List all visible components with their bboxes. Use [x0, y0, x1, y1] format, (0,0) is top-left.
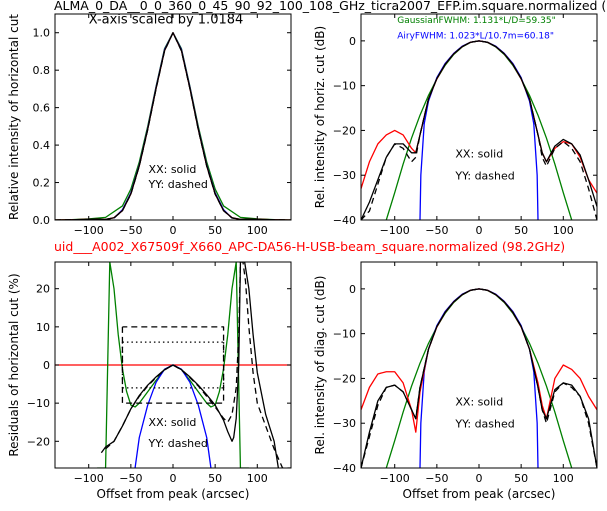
panel-top-left: −100 −50 0 50 100 0.0 0.2 0.4 0.6 0.8 1.0 Relative … — [7, 12, 292, 237]
y-tick-label: 0 — [349, 35, 356, 48]
annotation-text: YY: dashed — [148, 178, 208, 191]
x-axis-label: Offset from peak (arcsec) — [403, 487, 556, 501]
series-line — [121, 326, 225, 404]
y-tick-label: −40 — [333, 214, 356, 227]
annotation-text: YY: dashed — [148, 437, 208, 450]
series-line — [361, 288, 597, 468]
y-axis-label: Rel. intensity of horiz. cut (dB) — [313, 26, 327, 208]
x-tick-label: −50 — [119, 224, 142, 237]
figure-title-top: ALMA_0_DA__0_0_360_0_45_90_92_100_108_GH… — [54, 0, 606, 13]
y-tick-label: −10 — [333, 80, 356, 93]
x-tick-label: 50 — [514, 224, 528, 237]
series-line — [385, 288, 573, 468]
x-tick-label: 50 — [514, 472, 528, 485]
series-line — [361, 40, 597, 220]
y-tick-label: −20 — [27, 435, 50, 448]
x-tick-label: 0 — [476, 472, 483, 485]
x-tick-label: −50 — [425, 224, 448, 237]
series-group — [55, 262, 291, 468]
x-tick-label: 0 — [170, 224, 177, 237]
y-tick-label: 0.2 — [33, 177, 51, 190]
x-tick-label: 100 — [553, 472, 574, 485]
series-group — [55, 32, 291, 220]
series-line — [419, 288, 539, 468]
annotation-text: XX: solid — [455, 395, 503, 408]
series-line — [55, 32, 291, 220]
x-tick-label: −50 — [119, 472, 142, 485]
series-group — [361, 288, 597, 468]
x-tick-label: 100 — [553, 224, 574, 237]
series-group — [361, 40, 597, 220]
y-tick-label: 1.0 — [33, 27, 51, 40]
y-tick-label: 0.6 — [33, 102, 51, 115]
series-line — [361, 288, 597, 468]
x-tick-label: 0 — [170, 472, 177, 485]
annotation-text: XX: solid — [455, 147, 503, 160]
annotation-text: X-axis scaled by 1.0184 — [89, 12, 244, 27]
y-tick-label: 10 — [36, 321, 50, 334]
y-tick-label: 0.4 — [33, 139, 51, 152]
figure-title-mid: uid___A002_X67509f_X660_APC-DA56-H-USB-b… — [54, 239, 565, 254]
x-tick-label: 100 — [247, 472, 268, 485]
y-tick-label: 0 — [43, 359, 50, 372]
x-tick-label: 0 — [476, 224, 483, 237]
x-tick-label: −100 — [74, 224, 104, 237]
annotation-text: XX: solid — [149, 163, 197, 176]
x-tick-label: 50 — [208, 224, 222, 237]
y-axis-label: Residuals of horizontal cut (%) — [7, 273, 21, 456]
x-tick-label: 100 — [247, 224, 268, 237]
series-line — [385, 40, 573, 220]
series-line — [361, 288, 597, 433]
annotation-text: YY: dashed — [454, 418, 514, 431]
y-tick-label: −30 — [333, 169, 356, 182]
y-axis-label: Relative intensity of horizontal cut — [7, 14, 21, 220]
x-tick-label: −100 — [380, 472, 410, 485]
x-tick-label: 50 — [208, 472, 222, 485]
series-line — [55, 32, 291, 220]
x-tick-label: −100 — [74, 472, 104, 485]
annotation-text: GaussianFWHM: 1.131*L/D=59.35" — [397, 16, 555, 26]
y-tick-label: 20 — [36, 283, 50, 296]
x-tick-label: −50 — [425, 472, 448, 485]
series-line — [419, 40, 539, 220]
y-tick-label: −10 — [333, 328, 356, 341]
x-tick-label: −100 — [380, 224, 410, 237]
x-axis-label: Offset from peak (arcsec) — [97, 487, 250, 501]
y-tick-label: −40 — [333, 462, 356, 475]
series-line — [55, 32, 291, 220]
series-line — [100, 262, 280, 468]
y-tick-label: 0.8 — [33, 64, 51, 77]
y-tick-label: −20 — [333, 372, 356, 385]
series-line — [361, 40, 597, 220]
y-tick-label: 0.0 — [33, 214, 51, 227]
annotation-text: AiryFWHM: 1.023*L/10.7m=60.18" — [397, 32, 554, 42]
annotation-text: XX: solid — [149, 416, 197, 429]
y-tick-label: −10 — [27, 397, 50, 410]
y-tick-label: −30 — [333, 417, 356, 430]
series-line — [55, 32, 291, 220]
y-tick-label: 0 — [349, 283, 356, 296]
annotation-text: YY: dashed — [454, 170, 514, 183]
y-tick-label: −20 — [333, 124, 356, 137]
y-axis-label: Rel. intensity of diag. cut (dB) — [313, 276, 327, 455]
